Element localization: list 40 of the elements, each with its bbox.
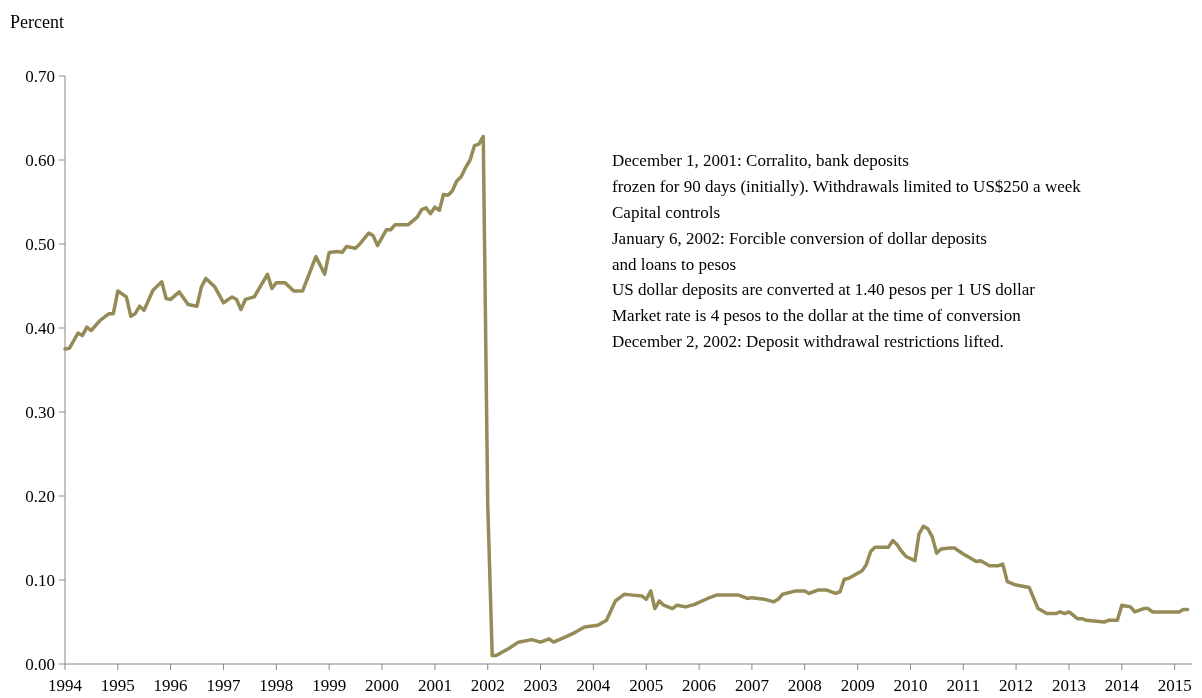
y-tick-label: 0.60 — [25, 150, 55, 170]
x-tick-label: 2004 — [576, 676, 611, 695]
line-series — [63, 134, 1190, 658]
x-tick-label: 2010 — [893, 676, 928, 695]
y-tick-label: 0.30 — [25, 402, 55, 422]
x-tick-label: 2009 — [840, 676, 875, 695]
y-tick-label: 0.00 — [25, 654, 55, 674]
x-tick-label: 2014 — [1104, 676, 1140, 695]
x-tick-label: 2008 — [787, 676, 822, 695]
x-tick-label: 2012 — [999, 676, 1034, 695]
x-tick-label: 2000 — [364, 676, 399, 695]
x-tick-label: 1999 — [312, 676, 347, 695]
x-tick-label: 2007 — [734, 676, 770, 695]
y-tick-label: 0.70 — [25, 66, 55, 86]
x-tick-label: 1994 — [48, 676, 83, 695]
x-tick-label: 1997 — [206, 676, 242, 695]
y-axis-title: Percent — [10, 12, 64, 32]
annotation: Market rate is 4 pesos to the dollar at the time of conversion — [612, 306, 1022, 326]
x-tick-label: 2006 — [682, 676, 717, 695]
x-tick-label: 2011 — [946, 676, 980, 695]
annotation: Capital controls — [612, 202, 721, 222]
x-tick-label: 1995 — [100, 676, 135, 695]
annotation: December 2, 2002: Deposit withdrawal restrictions lifted. — [612, 332, 1004, 352]
annotation: US dollar deposits are converted at 1.40 pesos per 1 US dollar — [612, 280, 1036, 300]
annotation: January 6, 2002: Forcible conversion of dollar deposits — [612, 228, 987, 248]
x-tick-label: 2005 — [629, 676, 664, 695]
x-tick-label: 2003 — [523, 676, 558, 695]
x-tick-label: 2001 — [417, 676, 452, 695]
x-tick-label: 2002 — [470, 676, 505, 695]
x-tick-label: 2013 — [1052, 676, 1087, 695]
x-tick-label: 1998 — [259, 676, 294, 695]
x-tick-label: 1996 — [153, 676, 188, 695]
y-tick-label: 0.10 — [25, 570, 55, 590]
annotation: December 1, 2001: Corralito, bank deposits — [612, 150, 909, 170]
x-tick-label: 2015 — [1157, 676, 1192, 695]
y-tick-label: 0.20 — [25, 486, 55, 506]
y-tick-label: 0.50 — [25, 234, 55, 254]
y-tick-label: 0.40 — [25, 318, 55, 338]
annotation: and loans to pesos — [612, 254, 737, 274]
annotation: frozen for 90 days (initially). Withdrawals limited to US$250 a week — [612, 176, 1082, 196]
